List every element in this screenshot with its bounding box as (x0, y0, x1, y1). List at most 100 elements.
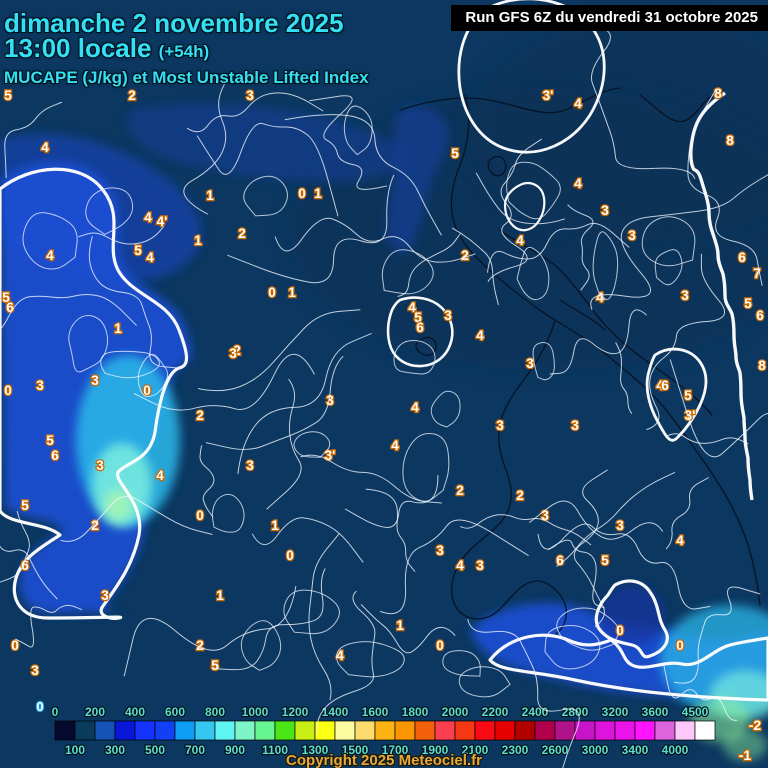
svg-text:3600: 3600 (642, 705, 669, 719)
svg-text:3: 3 (628, 228, 636, 243)
svg-text:6: 6 (756, 308, 764, 323)
svg-text:2: 2 (128, 88, 136, 103)
svg-text:-1: -1 (739, 747, 752, 763)
svg-text:0: 0 (268, 285, 276, 300)
svg-text:4: 4 (144, 210, 152, 225)
svg-text:4: 4 (476, 328, 484, 343)
svg-text:3: 3 (229, 346, 237, 361)
svg-text:3: 3 (601, 203, 609, 218)
svg-text:4: 4 (516, 233, 524, 248)
svg-text:4000: 4000 (662, 743, 689, 757)
svg-text:4: 4 (46, 248, 54, 263)
svg-text:1: 1 (114, 321, 122, 336)
svg-text:1: 1 (216, 588, 224, 603)
svg-text:4: 4 (146, 250, 154, 265)
svg-text:3: 3 (616, 518, 624, 533)
svg-text:3: 3 (246, 458, 254, 473)
svg-text:8: 8 (758, 358, 766, 373)
svg-text:1: 1 (396, 618, 404, 633)
svg-text:3: 3 (496, 418, 504, 433)
svg-text:5: 5 (46, 433, 54, 448)
svg-text:1: 1 (271, 518, 279, 533)
svg-text:4: 4 (574, 96, 582, 111)
svg-text:6: 6 (416, 320, 424, 335)
svg-text:4500: 4500 (682, 705, 709, 719)
svg-text:600: 600 (165, 705, 185, 719)
svg-text:3: 3 (91, 373, 99, 388)
svg-text:0: 0 (52, 705, 59, 719)
svg-text:4: 4 (391, 438, 399, 453)
svg-text:6: 6 (51, 448, 59, 463)
svg-text:4: 4 (411, 400, 419, 415)
svg-text:0: 0 (286, 548, 294, 563)
svg-text:5: 5 (744, 296, 752, 311)
svg-text:0: 0 (298, 186, 306, 201)
svg-text:1600: 1600 (362, 705, 389, 719)
svg-text:0: 0 (196, 508, 204, 523)
svg-text:2: 2 (461, 248, 469, 263)
svg-text:3: 3 (571, 418, 579, 433)
svg-text:6: 6 (661, 378, 669, 393)
svg-text:700: 700 (185, 743, 205, 757)
svg-text:2600: 2600 (542, 743, 569, 757)
svg-text:4: 4 (456, 558, 464, 573)
svg-text:200: 200 (85, 705, 105, 719)
svg-text:1100: 1100 (262, 743, 288, 757)
svg-text:5: 5 (21, 498, 29, 513)
svg-text:1: 1 (206, 188, 214, 203)
svg-text:3: 3 (436, 543, 444, 558)
svg-text:5: 5 (211, 658, 219, 673)
svg-text:500: 500 (145, 743, 165, 757)
svg-text:1: 1 (194, 233, 202, 248)
svg-text:0: 0 (36, 699, 43, 714)
svg-text:1800: 1800 (402, 705, 429, 719)
svg-text:8: 8 (726, 133, 734, 148)
svg-text:5: 5 (601, 553, 609, 568)
svg-text:2800: 2800 (562, 705, 589, 719)
svg-text:4: 4 (574, 176, 582, 191)
svg-text:3000: 3000 (582, 743, 609, 757)
svg-text:3: 3 (101, 588, 109, 603)
svg-text:3: 3 (246, 88, 254, 103)
svg-text:1200: 1200 (282, 705, 309, 719)
svg-text:0: 0 (4, 383, 12, 398)
svg-text:2200: 2200 (482, 705, 509, 719)
svg-text:3: 3 (476, 558, 484, 573)
svg-text:2: 2 (238, 226, 246, 241)
svg-text:3: 3 (31, 663, 39, 678)
svg-text:3400: 3400 (622, 743, 649, 757)
svg-text:400: 400 (125, 705, 145, 719)
svg-text:1000: 1000 (242, 705, 269, 719)
svg-text:4: 4 (156, 468, 164, 483)
svg-text:3: 3 (36, 378, 44, 393)
svg-text:5: 5 (684, 388, 692, 403)
svg-text:900: 900 (225, 743, 245, 757)
svg-text:2300: 2300 (502, 743, 529, 757)
svg-text:4': 4' (157, 214, 168, 229)
svg-text:2400: 2400 (522, 705, 549, 719)
svg-text:1: 1 (314, 186, 322, 201)
svg-text:5: 5 (451, 146, 459, 161)
svg-text:800: 800 (205, 705, 225, 719)
svg-text:5: 5 (4, 88, 12, 103)
svg-text:5: 5 (134, 243, 142, 258)
svg-text:3200: 3200 (602, 705, 629, 719)
svg-text:3: 3 (96, 458, 104, 473)
svg-text:6: 6 (738, 250, 746, 265)
svg-text:1: 1 (288, 285, 296, 300)
svg-text:2: 2 (456, 483, 464, 498)
svg-text:3: 3 (444, 308, 452, 323)
svg-text:2000: 2000 (442, 705, 469, 719)
svg-text:0: 0 (436, 638, 444, 653)
svg-text:3: 3 (681, 288, 689, 303)
svg-text:8: 8 (714, 86, 722, 101)
svg-text:0: 0 (676, 638, 684, 653)
svg-text:4: 4 (41, 140, 49, 155)
svg-text:-2: -2 (749, 717, 762, 733)
svg-text:4: 4 (676, 533, 684, 548)
svg-text:100: 100 (65, 743, 85, 757)
svg-text:2: 2 (196, 408, 204, 423)
svg-text:2: 2 (516, 488, 524, 503)
svg-text:300: 300 (105, 743, 125, 757)
svg-text:3': 3' (543, 88, 554, 103)
